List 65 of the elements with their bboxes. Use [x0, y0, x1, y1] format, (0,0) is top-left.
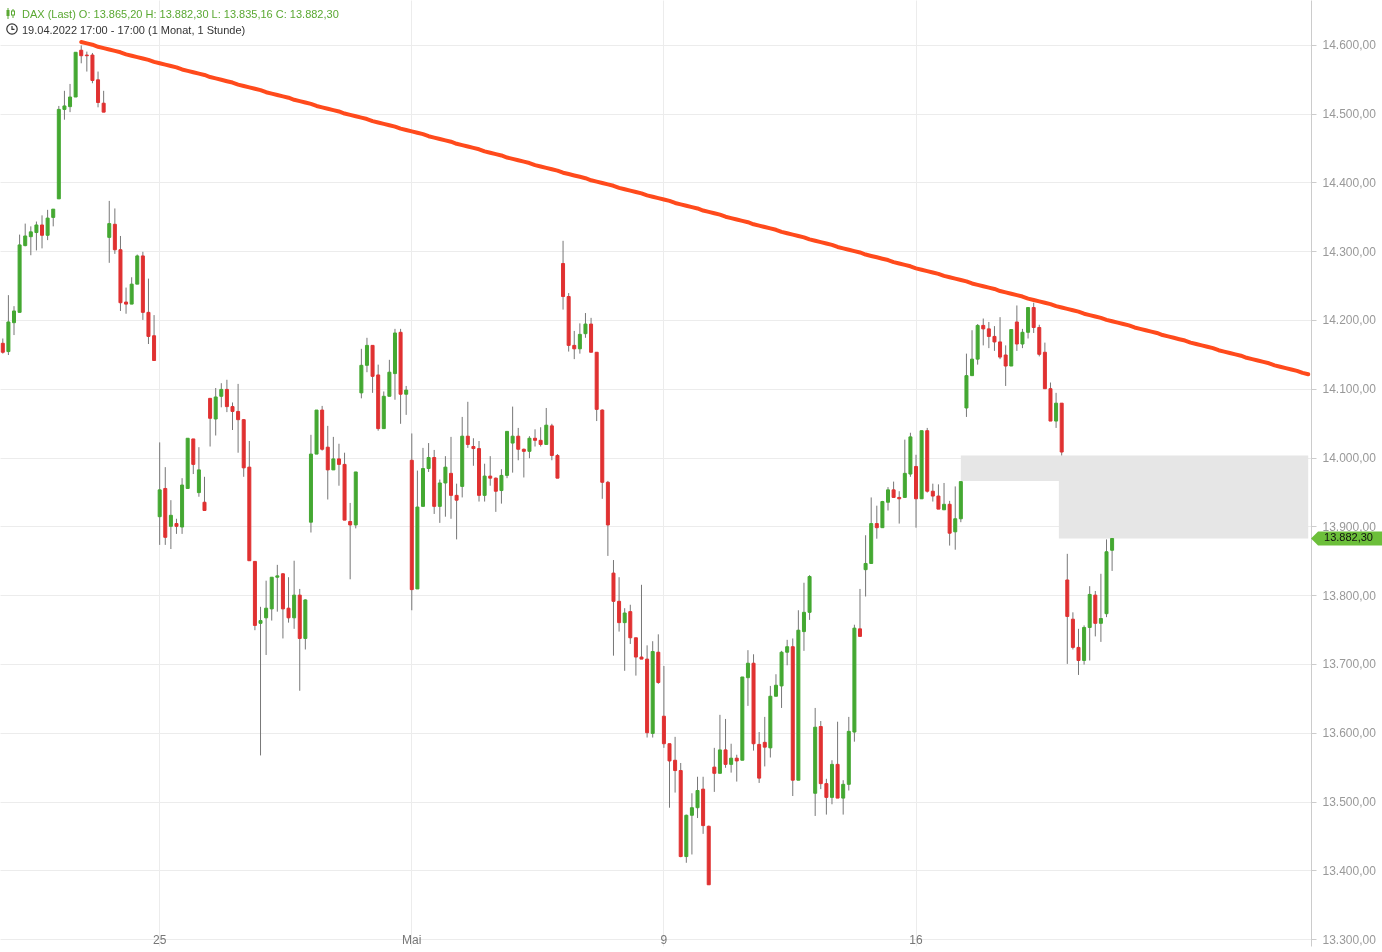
candlestick [717, 714, 722, 774]
candlestick [874, 505, 879, 540]
candlestick [325, 425, 330, 500]
candlestick [107, 200, 112, 264]
y-tick-label: 14.500,00 [1322, 107, 1377, 122]
y-tick-label: 14.300,00 [1322, 244, 1377, 259]
candlestick [622, 607, 627, 672]
y-tick-label: 13.700,00 [1322, 657, 1377, 672]
y-tick-label: 14.200,00 [1322, 313, 1377, 328]
candlestick [841, 779, 846, 816]
candlestick [1110, 538, 1115, 572]
candlestick [723, 718, 728, 769]
x-tick-label: 16 [909, 932, 924, 947]
candlestick [577, 322, 582, 355]
y-tick-label: 13.900,00 [1322, 519, 1377, 534]
line-series [79, 39, 1311, 377]
candlestick [264, 580, 269, 656]
candlestick [40, 214, 45, 249]
candlestick [202, 476, 207, 511]
candlestick [168, 499, 173, 550]
candlestick [516, 427, 521, 461]
y-tick-label: 13.800,00 [1322, 588, 1377, 603]
candlestick [712, 747, 717, 793]
candlestick [196, 446, 201, 498]
candlestick [258, 606, 263, 756]
candlestick [583, 312, 588, 339]
y-tick-label: 13.300,00 [1322, 932, 1377, 947]
candlestick [544, 407, 549, 445]
y-tick-label: 14.600,00 [1322, 38, 1377, 53]
y-tick-label: 14.000,00 [1322, 451, 1377, 466]
candlestick [953, 485, 958, 551]
y-tick-label: 13.400,00 [1322, 863, 1377, 878]
x-tick-label: 25 [152, 932, 167, 947]
candlestick [942, 482, 947, 511]
candlestick [101, 90, 106, 113]
candlestick [348, 502, 353, 580]
candlestick [981, 318, 986, 346]
candlestick [331, 436, 336, 471]
candlestick [488, 455, 493, 487]
candlestick [404, 385, 409, 416]
y-tick-label: 14.100,00 [1322, 382, 1377, 397]
y-tick-label: 14.400,00 [1322, 175, 1377, 190]
candlestick [1014, 304, 1019, 352]
x-tick-label: 9 [660, 932, 668, 947]
candlestick [762, 716, 767, 767]
x-tick-label: Mai [402, 932, 422, 947]
y-tick-label: 13.500,00 [1322, 795, 1377, 810]
y-tick-label: 13.600,00 [1322, 726, 1377, 741]
candlestick [292, 560, 297, 630]
candlestick [493, 476, 498, 513]
candlestick [527, 435, 532, 459]
candlestick [734, 754, 739, 783]
candlestick [482, 463, 487, 503]
candlestick [1098, 573, 1103, 643]
candlestick [729, 743, 734, 774]
candlestick [465, 401, 470, 449]
candlestick [208, 397, 213, 448]
candlestick [1054, 392, 1059, 429]
candlestick [1003, 344, 1008, 387]
text: DAX (Last) O: 13.865,20 H: 13.882,30 L: 13.835,16 C: 13.882,30 [22, 8, 339, 20]
candlestick [521, 448, 526, 478]
text: 19.04.2022 17:00 - 17:00 (1 Monat, 1 Stunde) [22, 24, 246, 36]
text: 13.882,30 [1324, 531, 1373, 544]
candlestick [857, 588, 862, 637]
candlestick [745, 649, 750, 707]
